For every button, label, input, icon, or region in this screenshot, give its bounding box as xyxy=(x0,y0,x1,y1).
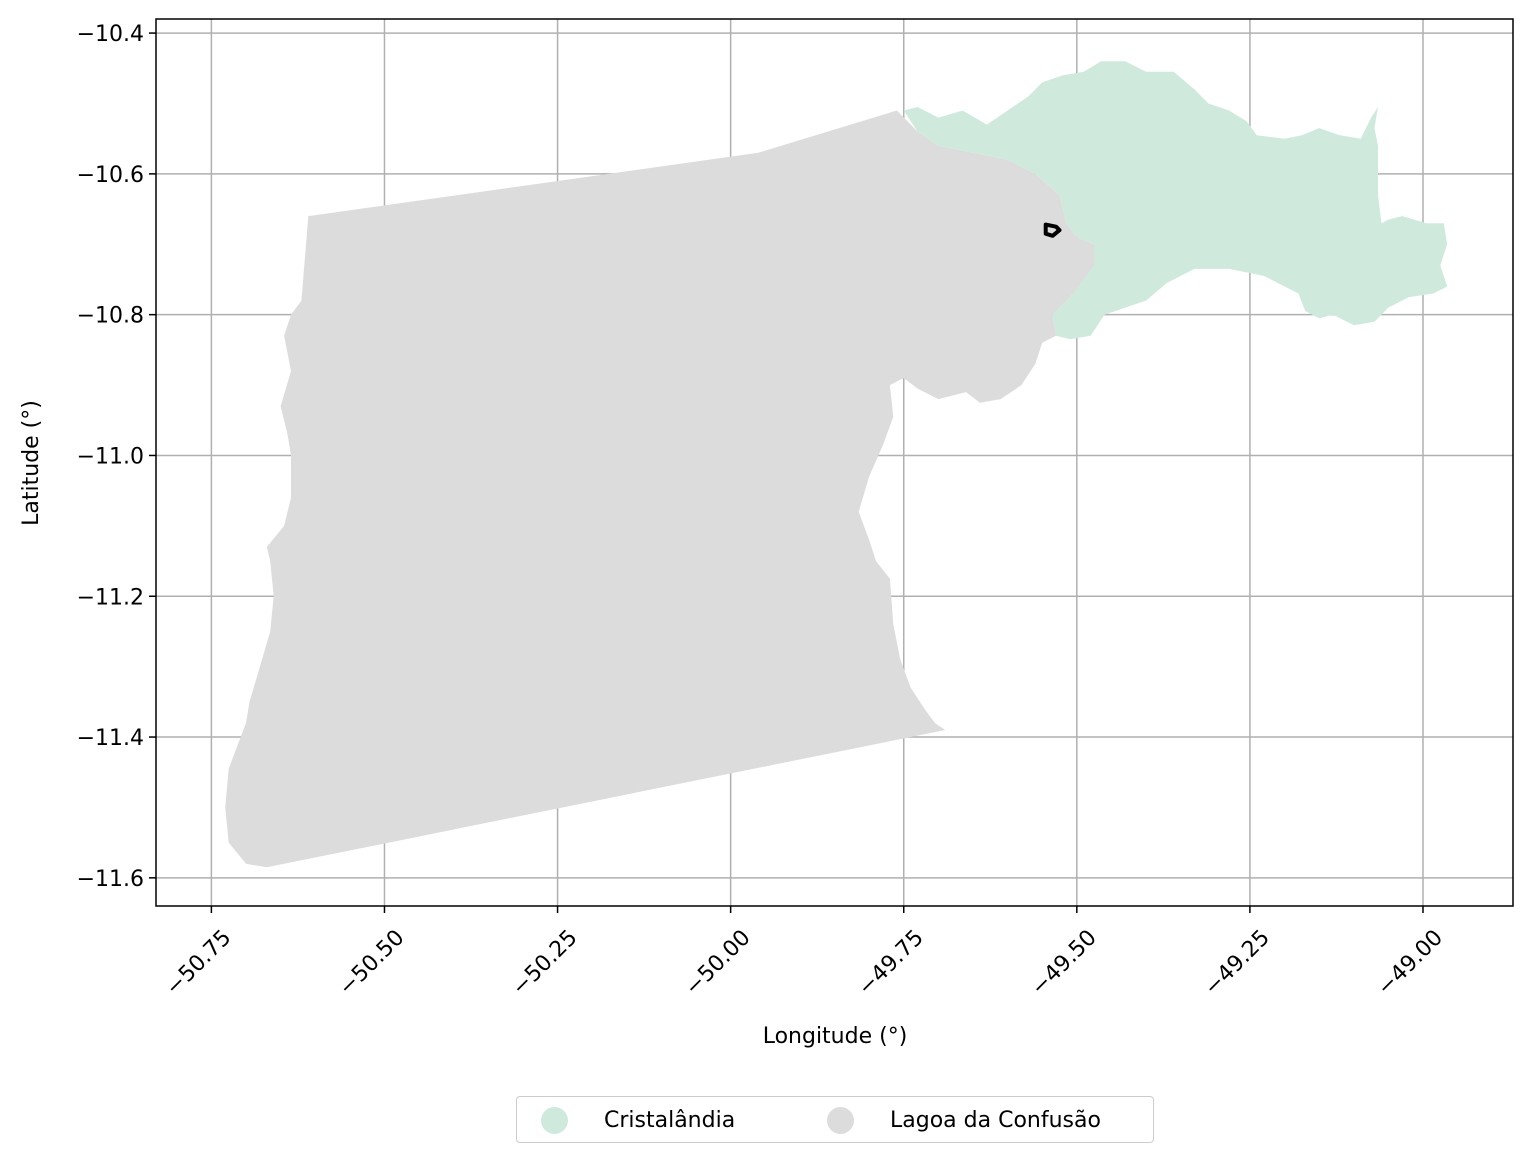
x-axis-label: Longitude (°) xyxy=(763,1024,908,1049)
legend: Cristalândia Lagoa da Confusão xyxy=(516,1096,1154,1143)
legend-swatch-cristalandia xyxy=(541,1107,568,1134)
y-tick-label: −10.4 xyxy=(77,22,144,47)
y-axis-label: Latitude (°) xyxy=(19,400,44,526)
legend-item-lagoa-da-confusao: Lagoa da Confusão xyxy=(827,1097,1101,1144)
legend-item-cristalandia: Cristalândia xyxy=(541,1097,735,1144)
y-tick-label: −11.0 xyxy=(77,444,144,469)
y-tick-label: −11.4 xyxy=(77,726,144,751)
x-tick-label: −49.00 xyxy=(1373,925,1448,1000)
legend-label-lagoa-da-confusao: Lagoa da Confusão xyxy=(890,1108,1101,1133)
x-tick-label: −49.50 xyxy=(1027,925,1102,1000)
location-marker xyxy=(1043,222,1062,238)
regions xyxy=(225,61,1448,868)
y-tick-label: −11.6 xyxy=(77,867,144,892)
plot-frame xyxy=(155,18,1514,907)
x-tick-label: −50.50 xyxy=(334,925,409,1000)
legend-swatch-lagoa-da-confusao xyxy=(827,1107,854,1134)
x-tick-label: −49.75 xyxy=(853,925,928,1000)
y-tick-label: −11.2 xyxy=(77,585,144,610)
x-tick-label: −50.25 xyxy=(507,925,582,1000)
y-tick-label: −10.8 xyxy=(77,304,144,329)
x-tick-label: −50.75 xyxy=(161,925,236,1000)
y-tick-label: −10.6 xyxy=(77,163,144,188)
legend-label-cristalandia: Cristalândia xyxy=(604,1108,736,1133)
marker-outline xyxy=(1043,222,1062,238)
x-axis-ticks: −50.75 −50.50 −50.25 −50.00 −49.75 −49.50 −49.… xyxy=(161,906,1448,1001)
region-lagoa-da-confusao xyxy=(225,110,1112,868)
y-axis-ticks: −10.4 −10.6 −10.8 −11.0 −11.2 −11.4 −11.6 xyxy=(77,22,156,892)
x-tick-label: −49.25 xyxy=(1200,925,1275,1000)
x-tick-label: −50.00 xyxy=(680,925,755,1000)
region-cristalandia xyxy=(903,61,1448,340)
